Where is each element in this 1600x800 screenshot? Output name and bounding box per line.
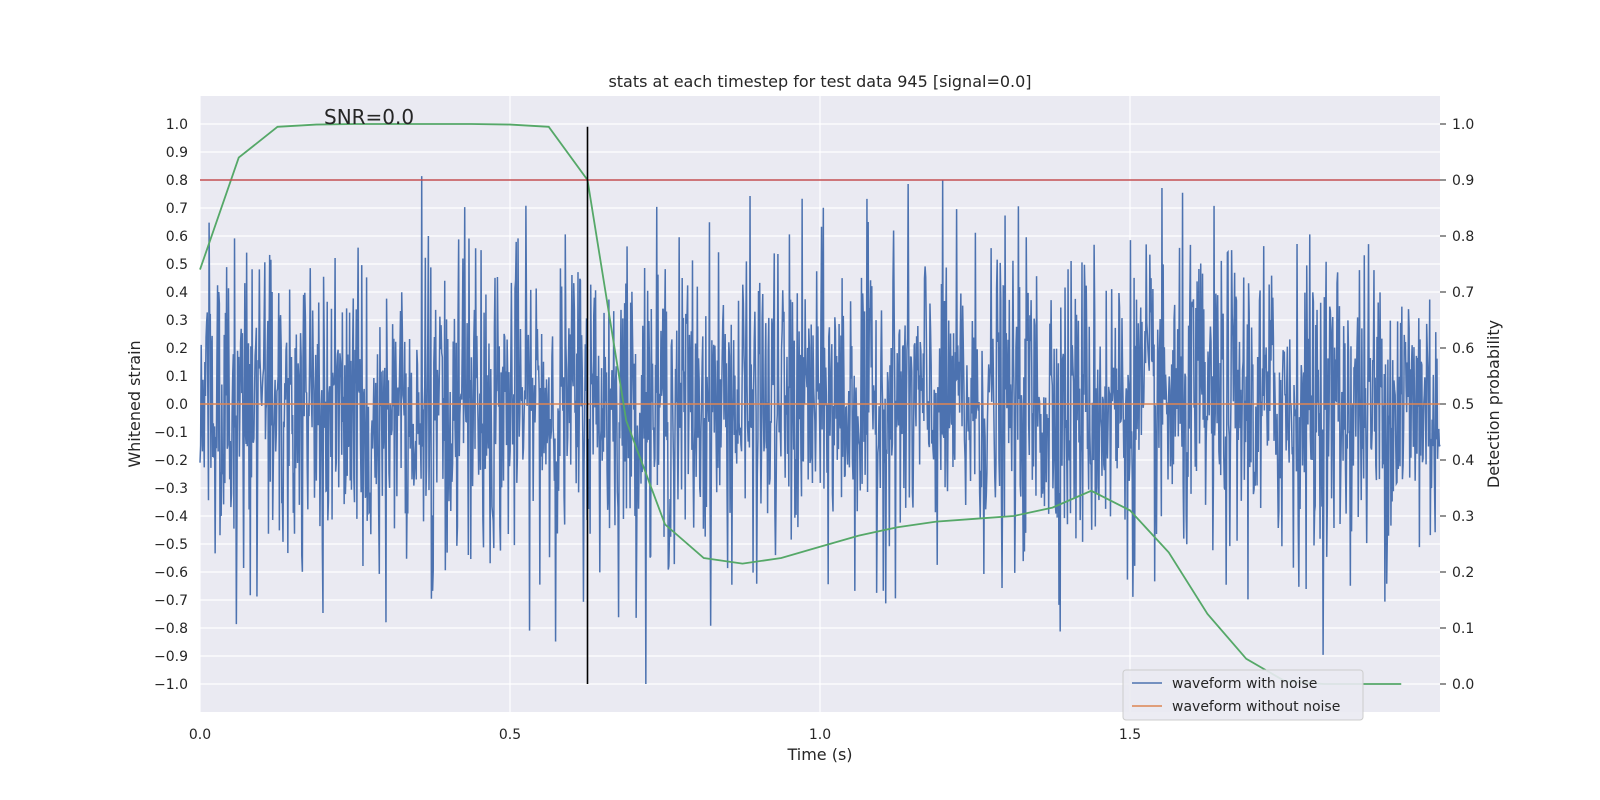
y-left-tick-label: −0.2 [154, 453, 188, 469]
y-left-tick-label: −0.7 [154, 593, 188, 609]
series-waveform-with-noise [199, 176, 1441, 685]
y-left-tick-label: −0.9 [154, 649, 188, 665]
legend-label-clean: waveform without noise [1172, 699, 1340, 715]
y-left-tick-label: 0.2 [166, 341, 188, 357]
y-left-tick-label: −0.8 [154, 621, 188, 637]
y-right-tick-label: 0.1 [1452, 621, 1474, 637]
y-axis-label-left: Whitened strain [125, 340, 144, 467]
y-right-tick-label: 0.3 [1452, 509, 1474, 525]
y-left-tick-label: −0.3 [154, 481, 188, 497]
y-right-tick-label: 0.7 [1452, 285, 1474, 301]
y-left-tick-label: 0.1 [166, 369, 188, 385]
y-right-tick-label: 0.0 [1452, 677, 1474, 693]
y-left-tick-label: 0.6 [166, 229, 188, 245]
y-left-tick-label: −0.6 [154, 565, 188, 581]
y-right-tick-label: 0.8 [1452, 229, 1474, 245]
y-left-tick-label: −0.1 [154, 425, 188, 441]
snr-annotation: SNR=0.0 [324, 105, 414, 129]
x-tick-label: 1.5 [1119, 727, 1141, 743]
y-left-tick-label: −0.4 [154, 509, 188, 525]
y-left-tick-label: 0.9 [166, 145, 188, 161]
y-right-tick-label: 0.4 [1452, 453, 1474, 469]
legend-label-noise: waveform with noise [1172, 676, 1317, 692]
ticks: 0.0 0.5 1.0 1.5 1.0 0.9 0.8 0.7 0.6 0.5 0.4 0.3 0.2 0… [154, 117, 1474, 743]
x-tick-label: 0.5 [499, 727, 521, 743]
y-right-tick-label: 0.5 [1452, 397, 1474, 413]
legend: waveform with noise waveform without noi… [1122, 669, 1364, 721]
y-left-tick-label: 0.3 [166, 313, 188, 329]
y-left-tick-label: 0.8 [166, 173, 188, 189]
y-left-tick-label: 1.0 [166, 117, 188, 133]
x-tick-label: 0.0 [189, 727, 211, 743]
y-left-tick-label: −1.0 [154, 677, 188, 693]
y-axis-label-right: Detection probability [1484, 320, 1503, 488]
y-right-tick-label: 0.9 [1452, 173, 1474, 189]
y-left-tick-label: 0.0 [166, 397, 188, 413]
legend-box [1122, 669, 1364, 721]
y-left-tick-label: 0.4 [166, 285, 188, 301]
chart-title: stats at each timestep for test data 945… [608, 72, 1031, 91]
x-tick-label: 1.0 [809, 727, 831, 743]
y-left-tick-label: −0.5 [154, 537, 188, 553]
y-left-tick-label: 0.5 [166, 257, 188, 273]
y-left-tick-label: 0.7 [166, 201, 188, 217]
x-axis-label: Time (s) [786, 745, 852, 764]
y-right-tick-label: 0.6 [1452, 341, 1474, 357]
series-detection-probability [199, 123, 1402, 685]
plot-area [199, 123, 1441, 685]
y-right-tick-label: 1.0 [1452, 117, 1474, 133]
y-right-tick-label: 0.2 [1452, 565, 1474, 581]
